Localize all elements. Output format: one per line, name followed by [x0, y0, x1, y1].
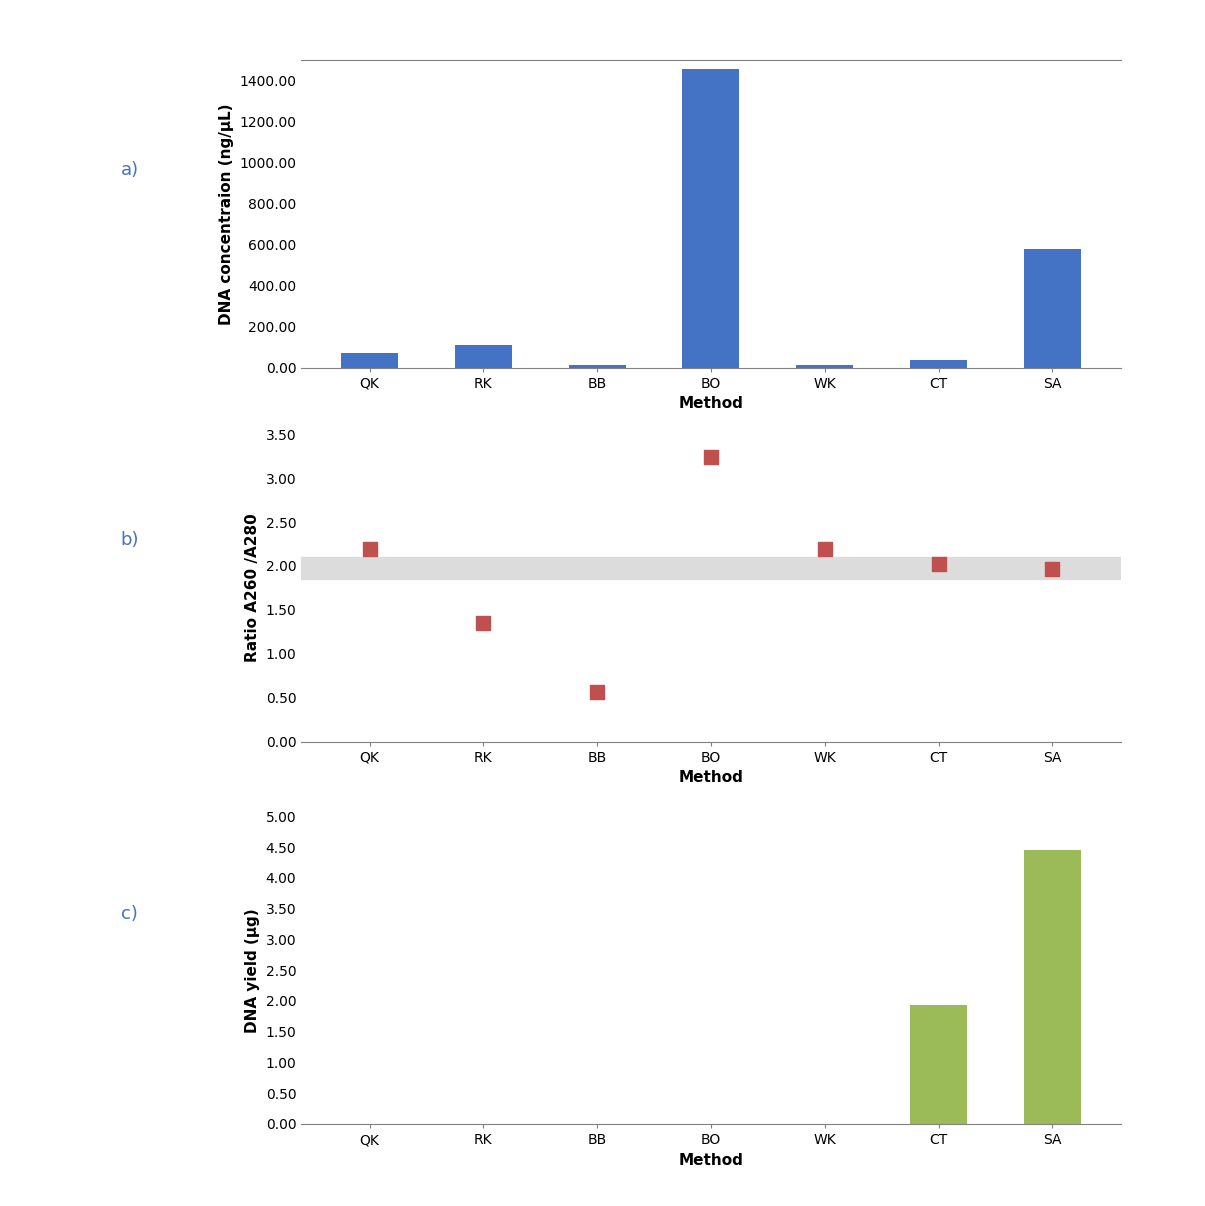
Y-axis label: Ratio A260 /A280: Ratio A260 /A280: [245, 514, 260, 662]
Point: [1042, 558, 1062, 578]
Text: c): c): [120, 904, 137, 923]
Bar: [682, 69, 740, 368]
Point: [701, 447, 721, 467]
Point: [815, 539, 834, 558]
Bar: [301, 557, 1121, 579]
Y-axis label: DNA yield (μg): DNA yield (μg): [245, 908, 260, 1032]
Text: a): a): [120, 160, 139, 178]
X-axis label: Method: Method: [678, 397, 743, 411]
Bar: [569, 364, 625, 368]
Bar: [1024, 850, 1081, 1124]
Bar: [797, 365, 853, 368]
Bar: [1024, 248, 1081, 368]
Bar: [910, 359, 966, 368]
Bar: [341, 353, 398, 368]
X-axis label: Method: Method: [678, 1153, 743, 1167]
Bar: [455, 345, 512, 368]
Y-axis label: DNA concentraion (ng/μL): DNA concentraion (ng/μL): [219, 104, 234, 324]
Point: [588, 681, 607, 701]
X-axis label: Method: Method: [678, 771, 743, 785]
Bar: [910, 1006, 966, 1124]
Point: [474, 614, 493, 633]
Point: [360, 539, 380, 558]
Point: [929, 555, 948, 574]
Text: b): b): [120, 531, 139, 549]
